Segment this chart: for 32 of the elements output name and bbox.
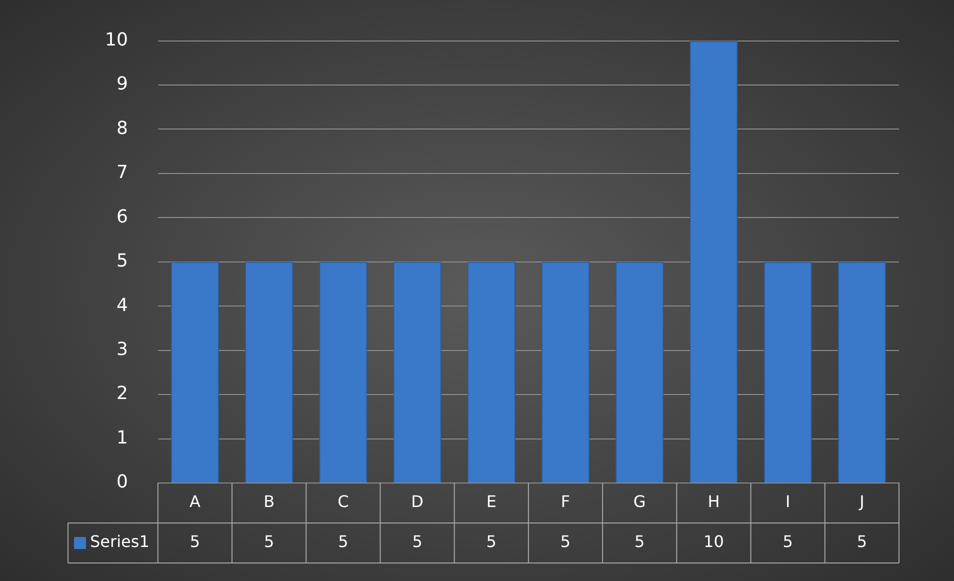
x-tick-label: I bbox=[785, 492, 790, 512]
y-tick-label: 9 bbox=[116, 74, 128, 95]
y-tick-label: 5 bbox=[116, 250, 128, 272]
x-tick-label: A bbox=[189, 492, 200, 512]
y-tick-label: 8 bbox=[116, 118, 128, 139]
data-label: 10 bbox=[704, 532, 724, 552]
x-tick-label: F bbox=[560, 492, 570, 512]
data-label: 5 bbox=[782, 532, 793, 552]
data-label: 5 bbox=[560, 532, 571, 552]
y-tick-label: 2 bbox=[116, 383, 128, 404]
data-label: 5 bbox=[190, 532, 200, 552]
data-label: 5 bbox=[264, 532, 274, 552]
y-tick-label: 7 bbox=[116, 162, 128, 184]
y-tick-label: 1 bbox=[116, 427, 128, 448]
x-tick-label: D bbox=[411, 492, 424, 512]
y-tick-label: 3 bbox=[116, 339, 128, 360]
x-tick-label: E bbox=[486, 492, 496, 512]
x-tick-label: C bbox=[338, 492, 349, 512]
data-label: 5 bbox=[486, 532, 496, 552]
y-tick-label: 10 bbox=[105, 29, 128, 50]
data-label: 5 bbox=[338, 532, 348, 552]
x-tick-label: J bbox=[858, 492, 864, 512]
y-tick-label: 6 bbox=[116, 206, 128, 228]
y-tick-label: 4 bbox=[116, 294, 128, 316]
data-label: 5 bbox=[856, 532, 868, 552]
x-tick-label: H bbox=[708, 492, 720, 512]
legend-label: Series1 bbox=[90, 532, 150, 552]
y-tick-label: 0 bbox=[116, 472, 128, 493]
data-label: 5 bbox=[634, 532, 645, 552]
x-tick-label: B bbox=[264, 492, 275, 512]
data-label: 5 bbox=[412, 532, 422, 552]
x-tick-label: G bbox=[633, 492, 646, 512]
